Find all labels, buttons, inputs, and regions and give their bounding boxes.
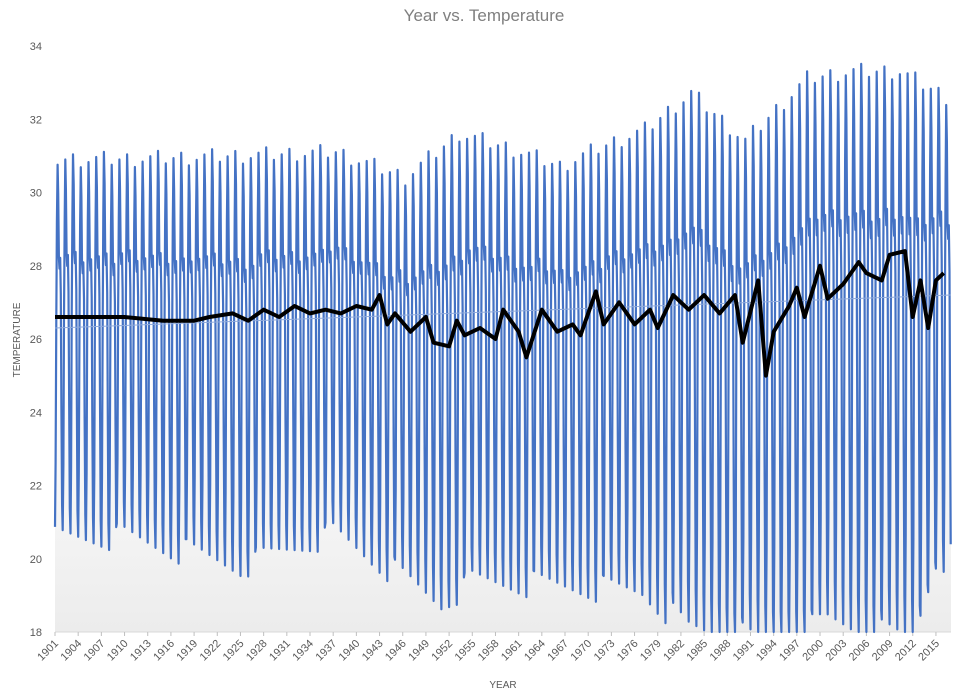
y-tick-label: 20 bbox=[30, 554, 42, 566]
x-tick-label: 1910 bbox=[105, 638, 131, 664]
y-tick-label: 26 bbox=[30, 334, 42, 346]
y-axis-label: TEMPERATURE bbox=[12, 302, 23, 377]
x-tick-label: 1985 bbox=[684, 638, 710, 664]
y-tick-label: 32 bbox=[30, 114, 42, 126]
x-tick-label: 1958 bbox=[476, 638, 502, 664]
x-tick-label: 1967 bbox=[545, 638, 571, 664]
chart-title: Year vs. Temperature bbox=[403, 6, 565, 25]
x-tick-label: 2012 bbox=[893, 638, 919, 664]
x-tick-label: 1976 bbox=[615, 638, 641, 664]
x-tick-label: 1955 bbox=[453, 638, 479, 664]
x-tick-label: 1928 bbox=[244, 638, 270, 664]
x-tick-label: 1934 bbox=[290, 638, 316, 664]
x-tick-label: 1925 bbox=[221, 638, 247, 664]
y-tick-label: 34 bbox=[30, 41, 42, 53]
x-axis-label: YEAR bbox=[489, 680, 516, 691]
x-tick-label: 1940 bbox=[337, 638, 363, 664]
x-tick-label: 1994 bbox=[754, 638, 780, 664]
x-tick-label: 1979 bbox=[638, 638, 664, 664]
x-tick-label: 1988 bbox=[708, 638, 734, 664]
x-tick-label: 1946 bbox=[383, 638, 409, 664]
x-tick-label: 1961 bbox=[499, 638, 525, 664]
x-tick-label: 2009 bbox=[870, 638, 896, 664]
y-axis-ticks: 18 20 22 24 26 28 30 32 34 bbox=[30, 41, 42, 639]
x-tick-label: 1937 bbox=[314, 638, 340, 664]
x-tick-label: 1907 bbox=[82, 638, 108, 664]
x-tick-label: 1901 bbox=[35, 638, 61, 664]
x-tick-label: 1982 bbox=[661, 638, 687, 664]
y-tick-label: 18 bbox=[30, 627, 42, 639]
y-tick-label: 30 bbox=[30, 188, 42, 200]
x-tick-label: 1919 bbox=[174, 638, 200, 664]
monthly-temperature-line bbox=[53, 62, 952, 634]
x-tick-label: 1922 bbox=[198, 638, 224, 664]
x-tick-label: 1943 bbox=[360, 638, 386, 664]
x-tick-label: 1973 bbox=[592, 638, 618, 664]
x-tick-label: 1949 bbox=[406, 638, 432, 664]
x-axis-ticks: 1901190419071910191319161919192219251928… bbox=[35, 632, 942, 663]
x-tick-label: 1913 bbox=[128, 638, 154, 664]
x-tick-label: 1904 bbox=[59, 638, 85, 664]
x-tick-label: 1991 bbox=[731, 638, 757, 664]
x-tick-label: 1916 bbox=[151, 638, 177, 664]
y-tick-label: 22 bbox=[30, 481, 42, 493]
x-tick-label: 2000 bbox=[800, 638, 826, 664]
x-tick-label: 2006 bbox=[847, 638, 873, 664]
x-tick-label: 2015 bbox=[916, 638, 942, 664]
x-tick-label: 2003 bbox=[824, 638, 850, 664]
moving-average-line bbox=[55, 249, 946, 378]
y-tick-label: 24 bbox=[30, 407, 42, 419]
x-tick-label: 1952 bbox=[429, 638, 455, 664]
x-tick-label: 1931 bbox=[267, 638, 293, 664]
x-tick-label: 1964 bbox=[522, 638, 548, 664]
x-tick-label: 1970 bbox=[569, 638, 595, 664]
y-tick-label: 28 bbox=[30, 261, 42, 273]
x-tick-label: 1997 bbox=[777, 638, 803, 664]
